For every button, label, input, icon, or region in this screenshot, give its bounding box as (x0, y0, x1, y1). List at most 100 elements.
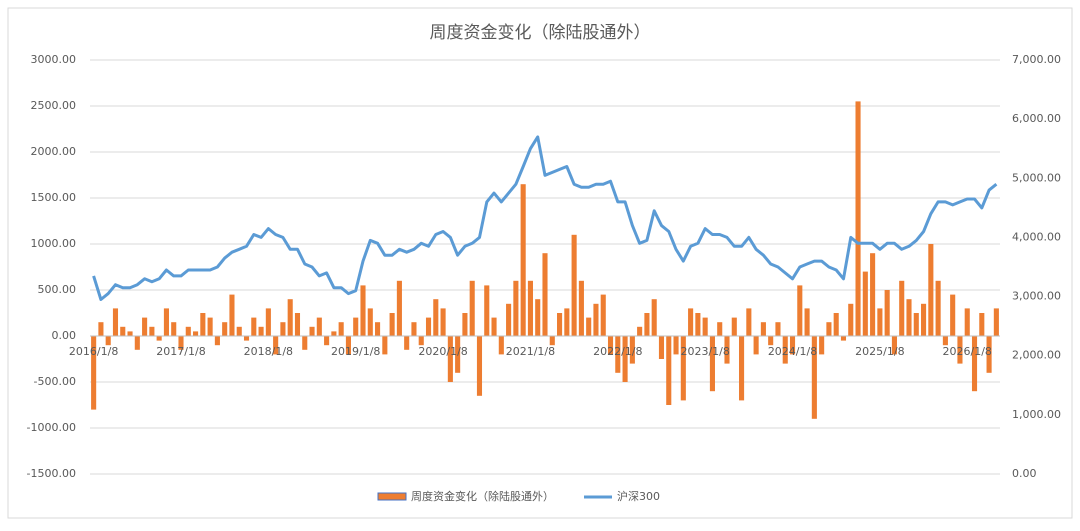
bar (957, 336, 963, 364)
x-tick-label: 2026/1/8 (943, 345, 992, 358)
x-tick-label: 2020/1/8 (418, 345, 467, 358)
bar (404, 336, 410, 350)
bar (993, 308, 999, 336)
bar (411, 322, 417, 336)
bar (768, 336, 774, 346)
bar (571, 234, 577, 336)
y-tick-label: 0.00 (52, 329, 77, 342)
bar (360, 285, 366, 336)
bar (98, 322, 104, 336)
bar (214, 336, 220, 346)
bar (862, 271, 868, 336)
bar (746, 308, 752, 336)
bar (622, 336, 628, 382)
bar (884, 290, 890, 336)
bar (273, 336, 279, 355)
bar (629, 336, 635, 364)
line (92, 135, 998, 301)
bar (673, 336, 679, 355)
bar (513, 280, 519, 336)
bar (680, 336, 686, 401)
bar (760, 322, 766, 336)
bar (811, 336, 817, 419)
bar (440, 308, 446, 336)
bar (928, 244, 934, 336)
bar (149, 326, 155, 336)
bar (855, 101, 861, 337)
y-tick-label: -500.00 (34, 375, 76, 388)
bar (331, 331, 337, 336)
bar (142, 317, 148, 336)
bar (549, 336, 555, 346)
bar (804, 308, 810, 336)
bar (607, 336, 614, 355)
bar (433, 299, 439, 336)
bar (345, 336, 351, 355)
bar (520, 184, 526, 336)
bar (557, 313, 563, 336)
chart-title: 周度资金变化（除陆股通外） (430, 23, 651, 43)
bar (105, 336, 111, 346)
bar (578, 280, 584, 336)
y2-tick-label: 6,000.00 (1012, 112, 1061, 125)
bar (200, 313, 206, 336)
bar (921, 303, 927, 336)
bar (447, 336, 453, 382)
bar (207, 317, 213, 336)
bar (950, 294, 956, 336)
bar (615, 336, 621, 373)
bar (877, 308, 883, 336)
bar (156, 336, 162, 341)
bar (731, 317, 737, 336)
bar (717, 322, 723, 336)
bar (600, 294, 606, 336)
y-tick-label: 1500.00 (31, 191, 77, 204)
bar (564, 308, 570, 336)
bar (222, 322, 228, 336)
bar (367, 308, 373, 336)
bar (637, 326, 643, 336)
bar (127, 331, 133, 336)
bar (185, 326, 191, 336)
x-tick-label: 2018/1/8 (244, 345, 293, 358)
bar (294, 313, 301, 336)
bar (753, 336, 759, 355)
bar (899, 280, 905, 336)
x-tick-label: 2016/1/8 (69, 345, 118, 358)
y2-tick-label: 7,000.00 (1012, 53, 1061, 66)
bar (389, 313, 395, 336)
bar (833, 313, 839, 336)
bar (702, 317, 708, 336)
bar (258, 326, 264, 336)
bar (913, 313, 919, 336)
bar (819, 336, 825, 355)
bar (695, 313, 701, 336)
bar (484, 285, 490, 336)
bar (134, 336, 140, 350)
bar (666, 336, 672, 405)
bar (324, 336, 330, 346)
y2-tick-label: 0.00 (1012, 467, 1037, 480)
bar (688, 308, 694, 336)
bar (826, 322, 832, 336)
x-tick-label: 2024/1/8 (768, 345, 817, 358)
legend-label: 周度资金变化（除陆股通外） (411, 489, 554, 503)
x-tick-label: 2017/1/8 (156, 345, 205, 358)
bar (353, 317, 359, 336)
y2-tick-label: 1,000.00 (1012, 408, 1061, 421)
bar (542, 253, 548, 336)
y2-tick-label: 2,000.00 (1012, 349, 1061, 362)
bar (112, 308, 119, 336)
x-tick-label: 2025/1/8 (855, 345, 904, 358)
bar (848, 303, 854, 336)
bar (425, 317, 432, 336)
x-tick-label: 2019/1/8 (331, 345, 380, 358)
bar (316, 317, 322, 336)
bar (658, 336, 665, 359)
y-tick-label: 3000.00 (31, 53, 77, 66)
bar (724, 336, 730, 364)
bar (178, 336, 184, 350)
y-tick-label: -1000.00 (27, 421, 76, 434)
bar (644, 313, 650, 336)
